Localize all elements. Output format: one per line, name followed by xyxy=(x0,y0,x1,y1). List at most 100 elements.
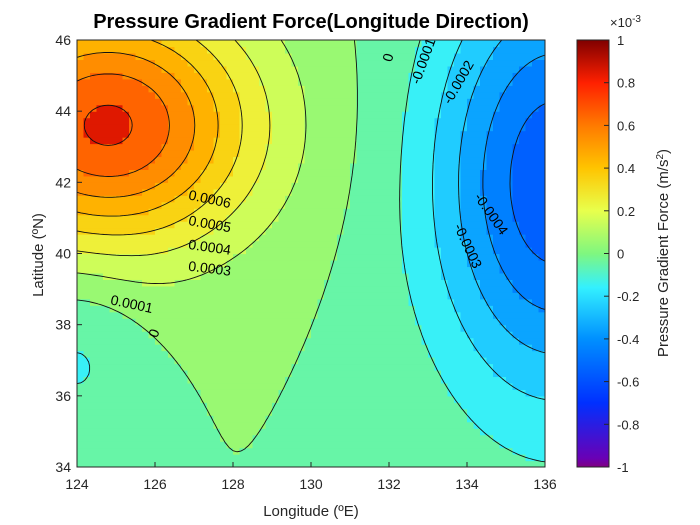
contour-cell xyxy=(421,434,429,442)
contour-cell xyxy=(428,72,436,80)
contour-cell xyxy=(155,65,163,73)
contour-cell xyxy=(389,337,397,345)
contour-cell xyxy=(512,350,520,358)
contour-cell xyxy=(369,59,377,67)
contour-cell xyxy=(246,298,254,306)
contour-cell xyxy=(252,285,260,293)
contour-cell xyxy=(278,59,286,67)
contour-cell xyxy=(415,311,423,319)
contour-cell xyxy=(278,305,286,313)
contour-cell xyxy=(317,117,325,125)
contour-cell xyxy=(213,324,221,332)
contour-cell xyxy=(376,285,384,293)
contour-cell xyxy=(538,298,545,306)
contour-cell xyxy=(311,408,319,416)
contour-cell xyxy=(317,247,325,255)
contour-cell xyxy=(428,221,436,229)
contour-cell xyxy=(519,137,527,145)
contour-cell xyxy=(408,285,416,293)
contour-cell xyxy=(194,234,202,242)
contour-cell xyxy=(129,298,137,306)
contour-cell xyxy=(272,285,280,293)
contour-cell xyxy=(168,382,176,390)
contour-cell xyxy=(311,175,319,183)
contour-cell xyxy=(506,434,514,442)
contour-cell xyxy=(389,408,397,416)
contour-cell xyxy=(246,156,254,164)
contour-cell xyxy=(259,221,267,229)
contour-cell xyxy=(213,337,221,345)
contour-cell xyxy=(272,369,280,378)
contour-cell xyxy=(350,208,358,216)
contour-cell xyxy=(330,91,338,99)
contour-cell xyxy=(122,78,130,86)
contour-cell xyxy=(135,318,143,326)
contour-cell xyxy=(194,363,202,371)
contour-cell xyxy=(181,85,189,93)
contour-cell xyxy=(252,337,260,345)
contour-cell xyxy=(421,259,429,268)
contour-cell xyxy=(83,104,91,112)
contour-cell xyxy=(174,311,182,319)
contour-cell xyxy=(330,376,338,384)
contour-cell xyxy=(161,266,169,274)
contour-cell xyxy=(467,227,475,235)
contour-cell xyxy=(363,266,371,274)
contour-cell xyxy=(291,201,299,209)
contour-cell xyxy=(109,65,117,73)
contour-cell xyxy=(83,357,91,365)
contour-cell xyxy=(129,344,137,352)
contour-cell xyxy=(122,331,130,339)
contour-cell xyxy=(447,337,455,345)
contour-cell xyxy=(233,357,241,365)
contour-cell xyxy=(142,395,150,403)
contour-cell xyxy=(246,285,254,293)
contour-cell xyxy=(168,227,176,235)
contour-cell xyxy=(519,447,527,455)
contour-cell xyxy=(382,454,390,462)
contour-cell xyxy=(181,46,189,54)
contour-cell xyxy=(525,234,533,242)
contour-cell xyxy=(233,324,241,332)
contour-cell xyxy=(460,240,468,248)
contour-cell xyxy=(220,98,228,106)
contour-cell xyxy=(499,46,507,54)
contour-cell xyxy=(83,85,91,93)
contour-cell xyxy=(519,182,527,190)
contour-cell xyxy=(532,331,540,339)
contour-cell xyxy=(174,350,182,358)
contour-cell xyxy=(272,130,280,138)
contour-cell xyxy=(421,46,429,54)
contour-cell xyxy=(298,91,306,99)
contour-cell xyxy=(129,104,137,112)
contour-cell xyxy=(402,415,410,423)
contour-cell xyxy=(265,195,273,203)
contour-cell xyxy=(356,292,364,300)
contour-cell xyxy=(532,98,540,106)
contour-cell xyxy=(441,454,449,462)
contour-cell xyxy=(512,331,520,339)
contour-cell xyxy=(109,169,117,177)
contour-cell xyxy=(376,454,384,462)
contour-cell xyxy=(291,389,299,397)
contour-cell xyxy=(200,72,208,80)
contour-cell xyxy=(415,188,423,196)
contour-cell xyxy=(148,369,156,378)
contour-cell xyxy=(395,46,403,54)
contour-cell xyxy=(90,156,98,164)
contour-cell xyxy=(460,434,468,442)
contour-cell xyxy=(285,111,293,119)
contour-cell xyxy=(337,331,345,339)
contour-cell xyxy=(434,402,442,410)
contour-cell xyxy=(408,72,416,80)
contour-cell xyxy=(330,169,338,177)
contour-cell xyxy=(304,117,312,125)
contour-cell xyxy=(369,259,377,268)
contour-cell xyxy=(213,59,221,67)
contour-cell xyxy=(96,208,104,216)
contour-cell xyxy=(194,85,202,93)
contour-cell xyxy=(122,428,130,436)
contour-cell xyxy=(187,337,195,345)
contour-cell xyxy=(473,369,481,378)
contour-cell xyxy=(337,395,345,403)
